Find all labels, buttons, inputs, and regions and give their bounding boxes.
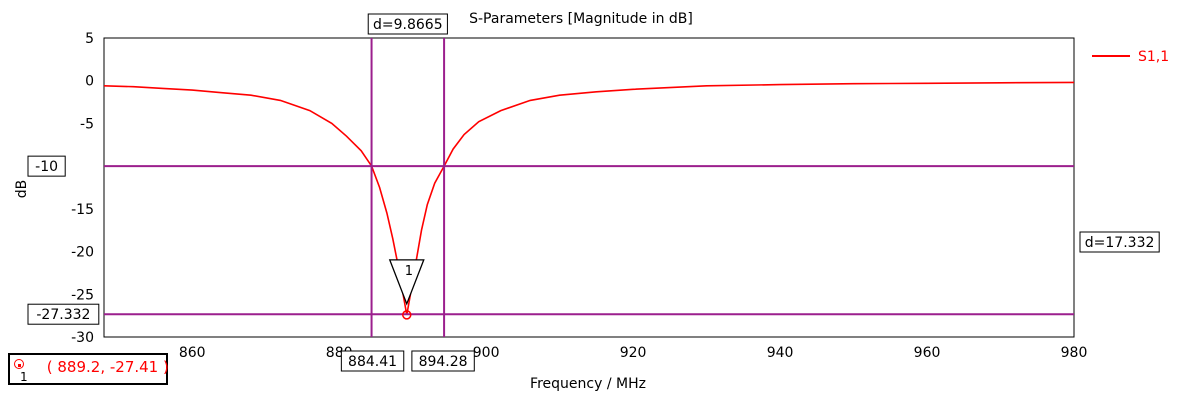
marker-readout[interactable]: 1 ( 889.2, -27.41 ) (8, 353, 169, 385)
y-tick-label: -20 (71, 245, 94, 261)
y-marker-label-text: -27.332 (36, 307, 90, 323)
x-axis-label: Frequency / MHz (530, 376, 646, 392)
chart-title: S-Parameters [Magnitude in dB] (469, 11, 693, 27)
y-marker-label-text: -10 (35, 159, 58, 175)
marker-point-circle (402, 310, 412, 320)
y-axis-label: dB (14, 180, 30, 199)
marker-triangle-icon (388, 259, 425, 306)
y-marker-label[interactable]: -27.332 (27, 303, 100, 325)
delta-x-label-text: d=9.8665 (373, 17, 443, 33)
x-marker-label-box (411, 350, 475, 372)
y-tick-label: -15 (71, 202, 94, 218)
y-tick-label: 5 (85, 31, 94, 47)
y-tick-label: -5 (80, 116, 94, 132)
point-marker[interactable]: 1 (388, 259, 425, 320)
y-marker-label-box (27, 303, 100, 325)
delta-x-label: d=9.8665 (367, 13, 448, 35)
delta-y-label: d=17.332 (1079, 231, 1160, 253)
y-tick-label: -25 (71, 287, 94, 303)
x-marker-label[interactable]: 884.41 (340, 350, 405, 372)
readout-marker-number: 1 (20, 370, 28, 384)
y-marker-label[interactable]: -10 (27, 155, 66, 177)
delta-y-label-box (1079, 231, 1160, 253)
x-marker-label-text: 884.41 (348, 354, 397, 370)
x-tick-label: 860 (179, 345, 206, 361)
y-tick-label: -30 (71, 330, 94, 346)
y-tick-label: 0 (85, 74, 94, 90)
legend-label: S1,1 (1138, 49, 1169, 65)
y-marker-label-box (27, 155, 66, 177)
x-tick-label: 940 (767, 345, 794, 361)
x-tick-label: 980 (1061, 345, 1088, 361)
delta-y-label-text: d=17.332 (1085, 235, 1155, 251)
x-marker-label-text: 894.28 (419, 354, 468, 370)
plot-frame (103, 37, 1075, 338)
labels: S-Parameters [Magnitude in dB] Frequency … (14, 11, 1169, 392)
marker-circle-icon (14, 359, 24, 369)
readout-coordinates: ( 889.2, -27.41 ) (42, 358, 169, 376)
x-tick-label: 900 (473, 345, 500, 361)
x-tick-label: 960 (914, 345, 941, 361)
marker-number-label: 1 (405, 264, 413, 279)
marker-dot-icon (18, 364, 21, 367)
delta-x-label-box (367, 13, 448, 35)
x-marker-label-box (340, 350, 405, 372)
x-marker-label[interactable]: 894.28 (411, 350, 475, 372)
marker-lines[interactable] (104, 38, 1074, 337)
x-tick-label: 920 (620, 345, 647, 361)
